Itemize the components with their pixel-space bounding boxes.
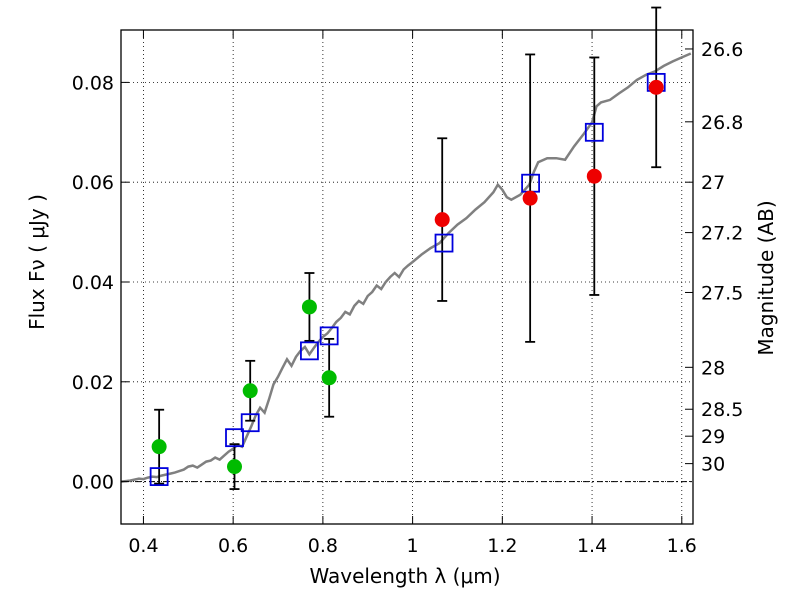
- x-tick-label: 1.2: [487, 535, 517, 557]
- x-tick-label: 1.4: [577, 535, 607, 557]
- x-tick-label: 0.8: [308, 535, 338, 557]
- magnitude-tick-label: 30: [701, 454, 725, 476]
- model-photometry-square: [240, 413, 260, 433]
- y-tick-labels: 0.00 0.02 0.04 0.06 0.08: [72, 72, 114, 493]
- optical-flux-point: [242, 383, 258, 399]
- magnitude-tick-label: 26.6: [701, 39, 743, 61]
- y-tick-label: 0.08: [72, 72, 114, 94]
- y-tick-label: 0.02: [72, 372, 114, 394]
- model-photometry-square: [300, 341, 319, 361]
- model-spectrum-line: [120, 52, 692, 483]
- x-axis-label: Wavelength λ (μm): [309, 564, 500, 588]
- x-tick-label: 1.6: [667, 535, 697, 557]
- magnitude-tick-label: 27.5: [701, 282, 743, 304]
- model-photometry-square: [149, 467, 169, 486]
- model-photometry-square: [584, 122, 604, 142]
- model-photometry-square: [319, 326, 339, 346]
- y2-axis-label: Magnitude (AB): [754, 200, 778, 355]
- axis-ticks: [121, 30, 693, 524]
- nir-flux-point: [434, 212, 450, 228]
- model-photometry-squares: [149, 72, 666, 486]
- magnitude-tick-label: 26.8: [701, 112, 743, 134]
- magnitude-tick-label: 28: [701, 357, 725, 379]
- optical-flux-point: [321, 370, 337, 386]
- observed-flux-points: [151, 79, 664, 475]
- magnitude-tick-label: 29: [701, 426, 725, 448]
- optical-flux-point: [301, 299, 317, 315]
- magnitude-tick-labels: 26.6 26.8 27 27.2 27.5 28 28.5 29 30: [701, 39, 743, 476]
- nir-flux-point: [586, 168, 602, 184]
- plot-area: [120, 6, 692, 490]
- nir-flux-point: [522, 190, 538, 206]
- model-photometry-square: [434, 233, 454, 253]
- y-axis-label: Flux Fν ( μJy ): [25, 194, 49, 330]
- model-photometry-square: [225, 428, 244, 448]
- y-tick-label: 0.00: [72, 472, 114, 494]
- magnitude-tick-label: 27: [701, 172, 725, 194]
- x-tick-label: 0.4: [128, 535, 158, 557]
- x-tick-labels: 0.4 0.6 0.8 1 1.2 1.4 1.6: [128, 535, 697, 557]
- y-tick-label: 0.04: [72, 272, 114, 294]
- magnitude-tick-label: 28.5: [701, 399, 743, 421]
- y-tick-label: 0.06: [72, 172, 114, 194]
- magnitude-tick-label: 27.2: [701, 223, 743, 245]
- nir-flux-point: [648, 79, 664, 95]
- optical-flux-point: [227, 459, 243, 475]
- x-tick-label: 1: [407, 535, 419, 557]
- x-tick-label: 0.6: [218, 535, 248, 557]
- plot-frame: [120, 29, 694, 525]
- optical-flux-point: [151, 439, 167, 455]
